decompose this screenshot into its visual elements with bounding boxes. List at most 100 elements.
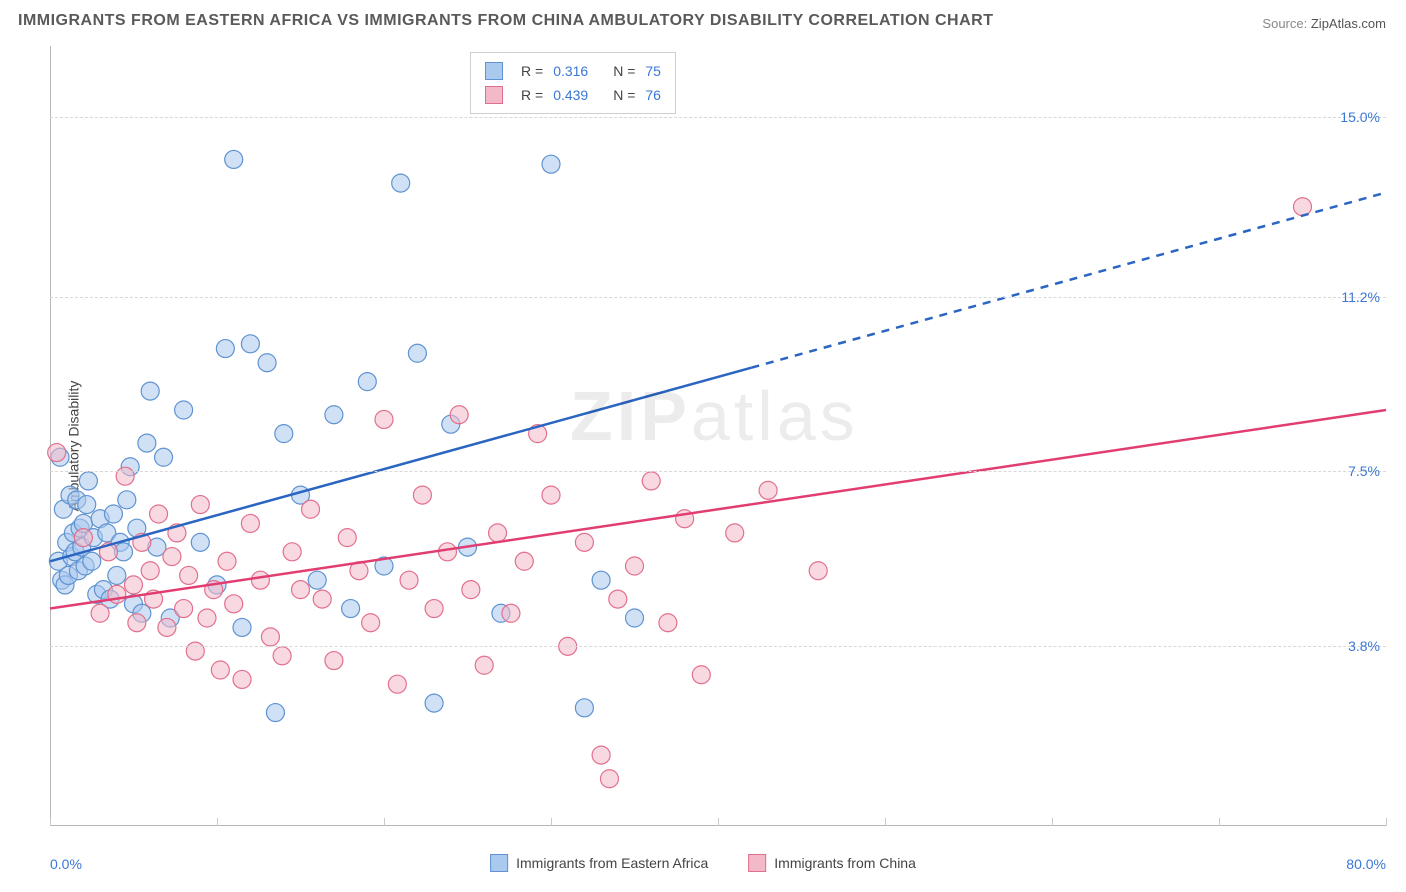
scatter-point-china xyxy=(692,666,710,684)
scatter-point-eastern_africa xyxy=(104,505,122,523)
scatter-point-china xyxy=(1294,198,1312,216)
scatter-point-eastern_africa xyxy=(258,354,276,372)
scatter-point-china xyxy=(592,746,610,764)
scatter-point-china xyxy=(515,552,533,570)
scatter-point-china xyxy=(233,670,251,688)
scatter-point-china xyxy=(338,529,356,547)
scatter-point-eastern_africa xyxy=(108,566,126,584)
scatter-point-china xyxy=(198,609,216,627)
scatter-point-china xyxy=(450,406,468,424)
chart-title: IMMIGRANTS FROM EASTERN AFRICA VS IMMIGR… xyxy=(18,12,993,30)
trendline-china xyxy=(50,410,1386,609)
scatter-point-china xyxy=(180,566,198,584)
legend: Immigrants from Eastern Africa Immigrants… xyxy=(490,854,916,872)
scatter-point-china xyxy=(241,514,259,532)
scatter-point-china xyxy=(626,557,644,575)
scatter-point-china xyxy=(128,614,146,632)
scatter-point-china xyxy=(438,543,456,561)
source-label: Source: xyxy=(1262,16,1307,31)
x-tick xyxy=(50,818,51,826)
scatter-point-eastern_africa xyxy=(626,609,644,627)
stats-swatch xyxy=(485,86,503,104)
x-tick xyxy=(384,818,385,826)
chart-container: IMMIGRANTS FROM EASTERN AFRICA VS IMMIGR… xyxy=(0,0,1406,892)
scatter-point-china xyxy=(292,581,310,599)
scatter-point-eastern_africa xyxy=(241,335,259,353)
scatter-point-china xyxy=(313,590,331,608)
scatter-point-eastern_africa xyxy=(155,448,173,466)
scatter-point-china xyxy=(325,652,343,670)
scatter-point-china xyxy=(726,524,744,542)
scatter-point-eastern_africa xyxy=(191,533,209,551)
scatter-point-china xyxy=(362,614,380,632)
scatter-point-china xyxy=(489,524,507,542)
legend-label: Immigrants from Eastern Africa xyxy=(516,855,708,871)
scatter-point-eastern_africa xyxy=(138,434,156,452)
scatter-point-china xyxy=(116,467,134,485)
legend-swatch xyxy=(490,854,508,872)
gridline xyxy=(50,471,1386,472)
scatter-point-china xyxy=(542,486,560,504)
scatter-point-china xyxy=(150,505,168,523)
scatter-point-eastern_africa xyxy=(275,425,293,443)
scatter-point-eastern_africa xyxy=(542,155,560,173)
scatter-point-eastern_africa xyxy=(79,472,97,490)
legend-label: Immigrants from China xyxy=(774,855,916,871)
scatter-point-china xyxy=(218,552,236,570)
scatter-point-china xyxy=(375,410,393,428)
scatter-point-eastern_africa xyxy=(141,382,159,400)
r-label: R = xyxy=(521,59,543,83)
scatter-point-eastern_africa xyxy=(425,694,443,712)
scatter-point-eastern_africa xyxy=(83,552,101,570)
source-attribution: Source: ZipAtlas.com xyxy=(1262,16,1386,31)
scatter-point-eastern_africa xyxy=(308,571,326,589)
scatter-point-china xyxy=(261,628,279,646)
scatter-point-china xyxy=(575,533,593,551)
scatter-point-eastern_africa xyxy=(325,406,343,424)
scatter-point-china xyxy=(413,486,431,504)
y-tick-label: 15.0% xyxy=(1340,109,1380,125)
scatter-point-china xyxy=(158,618,176,636)
gridline xyxy=(50,297,1386,298)
scatter-point-china xyxy=(462,581,480,599)
stats-row: R =0.316N =75 xyxy=(485,59,661,83)
legend-swatch xyxy=(748,854,766,872)
scatter-point-china xyxy=(600,770,618,788)
n-value: 75 xyxy=(645,59,661,83)
r-value: 0.316 xyxy=(553,59,603,83)
scatter-point-china xyxy=(251,571,269,589)
scatter-point-china xyxy=(191,496,209,514)
plot-area: ZIPatlas 3.8%7.5%11.2%15.0% xyxy=(50,46,1386,826)
x-tick xyxy=(1386,818,1387,826)
x-axis-max-label: 80.0% xyxy=(1346,856,1386,872)
trendline-dashed-eastern_africa xyxy=(751,193,1386,368)
x-tick xyxy=(1052,818,1053,826)
scatter-point-china xyxy=(642,472,660,490)
scatter-point-china xyxy=(273,647,291,665)
scatter-point-eastern_africa xyxy=(78,496,96,514)
y-tick-label: 3.8% xyxy=(1348,638,1380,654)
scatter-point-china xyxy=(302,500,320,518)
legend-item: Immigrants from China xyxy=(748,854,916,872)
scatter-point-china xyxy=(659,614,677,632)
scatter-point-eastern_africa xyxy=(233,618,251,636)
scatter-point-china xyxy=(211,661,229,679)
scatter-point-china xyxy=(175,600,193,618)
scatter-point-china xyxy=(186,642,204,660)
scatter-point-eastern_africa xyxy=(392,174,410,192)
scatter-point-china xyxy=(163,548,181,566)
scatter-point-eastern_africa xyxy=(575,699,593,717)
source-value: ZipAtlas.com xyxy=(1311,16,1386,31)
scatter-point-eastern_africa xyxy=(266,704,284,722)
scatter-point-china xyxy=(48,444,66,462)
scatter-point-china xyxy=(400,571,418,589)
n-value: 76 xyxy=(645,83,661,107)
scatter-point-eastern_africa xyxy=(408,344,426,362)
stats-swatch xyxy=(485,62,503,80)
r-label: R = xyxy=(521,83,543,107)
scatter-point-china xyxy=(283,543,301,561)
correlation-stats-box: R =0.316N =75R =0.439N =76 xyxy=(470,52,676,114)
gridline xyxy=(50,117,1386,118)
scatter-point-eastern_africa xyxy=(175,401,193,419)
y-tick-label: 7.5% xyxy=(1348,463,1380,479)
